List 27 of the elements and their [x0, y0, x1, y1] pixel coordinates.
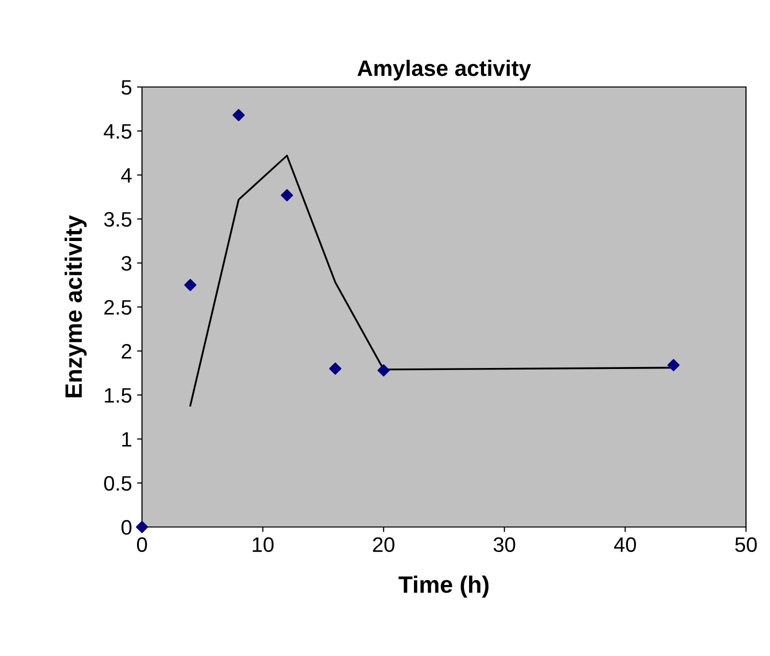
- chart-title: Amylase activity: [357, 60, 531, 80]
- x-tick-label: 40: [614, 537, 636, 552]
- point: [329, 362, 342, 375]
- y-axis-title: Enzyme acitivity: [64, 215, 87, 398]
- point: [667, 359, 680, 372]
- point: [136, 520, 148, 534]
- y-tick-label: 5: [122, 80, 132, 95]
- y-tick-label: 2: [122, 344, 132, 359]
- y-tick-label: 0.5: [104, 476, 132, 491]
- point: [280, 189, 294, 202]
- y-tick-label: 1.5: [104, 388, 132, 403]
- point: [232, 109, 245, 122]
- y-tick-label: 4: [121, 168, 132, 183]
- x-tick-label: 50: [735, 537, 757, 552]
- point: [184, 278, 196, 292]
- y-tick-label: 1: [122, 432, 132, 447]
- y-tick-label: 2.5: [104, 300, 132, 315]
- point: [378, 364, 390, 376]
- x-tick-label: 0: [137, 537, 147, 552]
- x-tick-label: 20: [373, 537, 394, 552]
- x-axis-title: Time (h): [398, 576, 489, 598]
- y-tick-label: 4.5: [104, 124, 132, 139]
- x-tick-label: 10: [252, 537, 274, 552]
- x-tick-label: 30: [494, 537, 516, 552]
- y-tick-label: 3.5: [104, 212, 132, 227]
- y-tick-label: 0: [122, 520, 132, 535]
- y-tick-label: 3: [121, 256, 132, 271]
